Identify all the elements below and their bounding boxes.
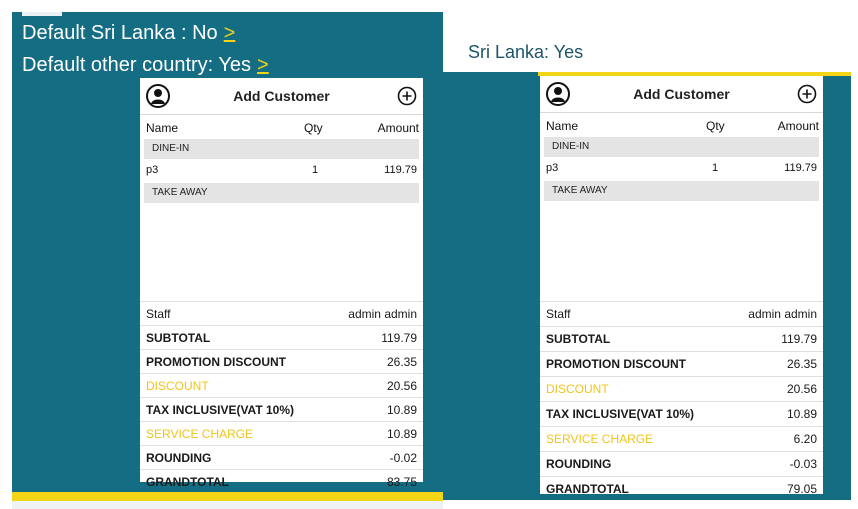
heading-default-sri-lanka: Default Sri Lanka : No >: [22, 20, 235, 46]
section-take-away[interactable]: TAKE AWAY: [544, 181, 819, 201]
col-name: Name: [146, 121, 179, 135]
discount-value: 20.56: [386, 379, 417, 393]
empty-area: [140, 203, 423, 301]
list-item[interactable]: p3 1 119.79: [140, 159, 423, 183]
list-item[interactable]: p3 1 119.79: [540, 157, 823, 181]
user-avatar-icon[interactable]: [546, 82, 570, 106]
discount-row[interactable]: DISCOUNT 20.56: [140, 373, 423, 397]
column-headers: Name Qty Amount: [540, 113, 823, 137]
discount-value: 20.56: [786, 382, 817, 396]
item-qty: 1: [712, 162, 719, 174]
subtotal-label: SUBTOTAL: [146, 331, 211, 345]
subtotal-row: SUBTOTAL 119.79: [540, 326, 823, 351]
right-panel-top-area: [443, 14, 851, 72]
section-take-away[interactable]: TAKE AWAY: [144, 183, 419, 203]
item-amount: 119.79: [784, 162, 817, 174]
col-amount: Amount: [377, 121, 419, 135]
service-charge-label[interactable]: SERVICE CHARGE: [146, 427, 254, 441]
service-charge-row[interactable]: SERVICE CHARGE 6.20: [540, 426, 823, 451]
item-name: p3: [546, 162, 559, 174]
empty-area: [540, 201, 823, 301]
section-dine-in[interactable]: DINE-IN: [144, 139, 419, 159]
promotion-discount-row: PROMOTION DISCOUNT 26.35: [540, 351, 823, 376]
right-receipt-card: Add Customer Name Qty Amount DINE-IN p3 …: [540, 76, 823, 496]
add-circle-icon[interactable]: [797, 84, 817, 104]
service-charge-value: 10.89: [386, 427, 417, 441]
rounding-label: ROUNDING: [546, 457, 612, 471]
col-name: Name: [546, 119, 579, 133]
staff-row: Staff admin admin: [540, 301, 823, 326]
discount-label[interactable]: DISCOUNT: [146, 379, 209, 393]
promotion-discount-label: PROMOTION DISCOUNT: [146, 355, 286, 369]
service-charge-value: 6.20: [793, 432, 817, 446]
promotion-discount-value: 26.35: [786, 357, 817, 371]
item-amount: 119.79: [384, 164, 417, 176]
grandtotal-label: GRANDTOTAL: [146, 475, 229, 489]
user-avatar-icon[interactable]: [146, 84, 170, 108]
col-qty: Qty: [706, 119, 725, 133]
column-headers: Name Qty Amount: [140, 115, 423, 139]
staff-value: admin admin: [748, 307, 817, 321]
rounding-row: ROUNDING -0.02: [140, 445, 423, 469]
right-yellow-stripe: [538, 72, 851, 76]
promotion-discount-row: PROMOTION DISCOUNT 26.35: [140, 349, 423, 373]
next-arrow-link[interactable]: >: [223, 22, 236, 44]
receipt-header: Add Customer: [140, 78, 423, 115]
staff-row: Staff admin admin: [140, 301, 423, 325]
add-circle-icon[interactable]: [397, 86, 417, 106]
rounding-label: ROUNDING: [146, 451, 212, 465]
discount-row[interactable]: DISCOUNT 20.56: [540, 376, 823, 401]
left-yellow-stripe: [12, 492, 443, 501]
staff-label: Staff: [546, 307, 571, 321]
discount-label[interactable]: DISCOUNT: [546, 382, 609, 396]
left-receipt-card: Add Customer Name Qty Amount DINE-IN p3 …: [140, 78, 423, 489]
heading-default-other-country: Default other country: Yes >: [22, 52, 269, 78]
rounding-value: -0.03: [789, 457, 817, 471]
subtotal-row: SUBTOTAL 119.79: [140, 325, 423, 349]
rounding-value: -0.02: [389, 451, 417, 465]
item-name: p3: [146, 164, 159, 176]
left-panel-notch: [22, 12, 62, 16]
col-amount: Amount: [777, 119, 819, 133]
rounding-row: ROUNDING -0.03: [540, 451, 823, 476]
tax-row: TAX INCLUSIVE(VAT 10%) 10.89: [140, 397, 423, 421]
heading-sri-lanka-yes: Sri Lanka: Yes: [468, 42, 584, 62]
subtotal-value: 119.79: [381, 331, 417, 345]
add-customer-button[interactable]: Add Customer: [633, 86, 730, 102]
tax-label: TAX INCLUSIVE(VAT 10%): [546, 407, 695, 421]
section-dine-in[interactable]: DINE-IN: [544, 137, 819, 157]
item-qty: 1: [312, 164, 319, 176]
service-charge-label[interactable]: SERVICE CHARGE: [546, 432, 654, 446]
grandtotal-row: GRANDTOTAL 79.05: [540, 476, 823, 501]
promotion-discount-label: PROMOTION DISCOUNT: [546, 357, 686, 371]
staff-label: Staff: [146, 307, 171, 321]
service-charge-row[interactable]: SERVICE CHARGE 10.89: [140, 421, 423, 445]
staff-value: admin admin: [348, 307, 417, 321]
grandtotal-value: 83.75: [386, 475, 417, 489]
left-bottom-strip: [12, 501, 443, 509]
tax-value: 10.89: [786, 407, 817, 421]
heading-default-other-country-text: Default other country: Yes: [22, 54, 252, 76]
grandtotal-row: GRANDTOTAL 83.75: [140, 469, 423, 493]
tax-value: 10.89: [386, 403, 417, 417]
tax-label: TAX INCLUSIVE(VAT 10%): [146, 403, 295, 417]
next-arrow-link[interactable]: >: [257, 54, 269, 76]
subtotal-value: 119.79: [781, 332, 817, 346]
heading-default-sri-lanka-text: Default Sri Lanka : No: [22, 22, 218, 44]
grandtotal-value: 79.05: [786, 482, 817, 496]
add-customer-button[interactable]: Add Customer: [233, 88, 330, 104]
grandtotal-label: GRANDTOTAL: [546, 482, 629, 496]
receipt-header: Add Customer: [540, 76, 823, 113]
col-qty: Qty: [304, 121, 323, 135]
promotion-discount-value: 26.35: [386, 355, 417, 369]
subtotal-label: SUBTOTAL: [546, 332, 611, 346]
tax-row: TAX INCLUSIVE(VAT 10%) 10.89: [540, 401, 823, 426]
